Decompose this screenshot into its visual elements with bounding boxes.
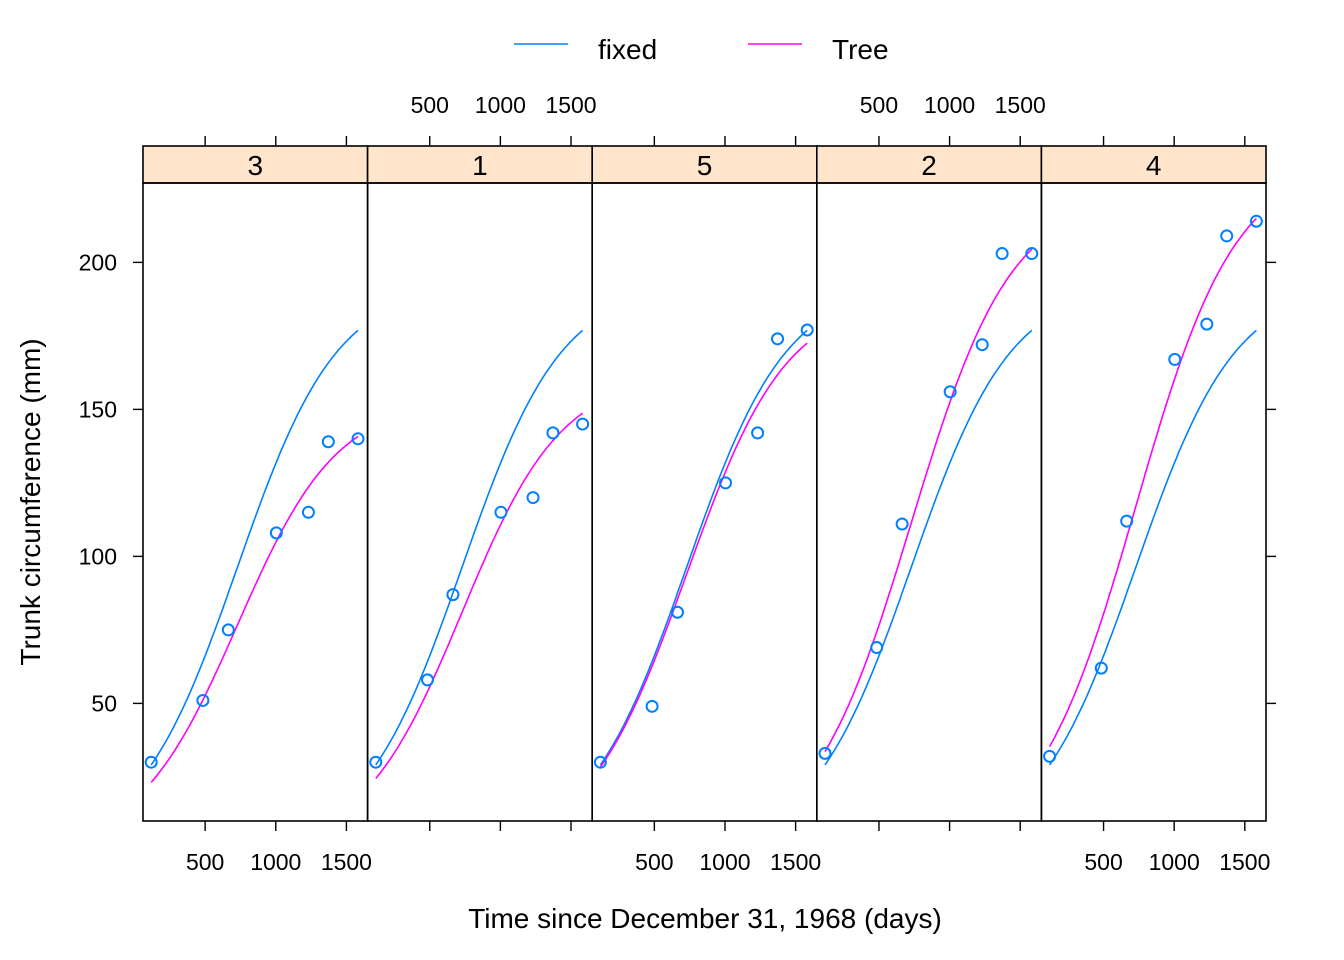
x-tick-label: 1000 — [699, 849, 750, 875]
data-point — [576, 417, 590, 431]
data-point — [645, 699, 659, 713]
y-tick-label: 150 — [79, 396, 117, 422]
panel-5: 5 — [591, 145, 818, 822]
strip-4 — [1040, 145, 1267, 184]
data-point — [671, 605, 685, 619]
fixed-fit-line — [824, 329, 1033, 766]
legend-label-tree: Tree — [832, 34, 889, 65]
x-tick-label: 1500 — [770, 849, 821, 875]
strip-label: 2 — [921, 150, 937, 181]
x-tick-label-top: 1500 — [995, 92, 1046, 118]
data-point — [420, 673, 434, 687]
x-tick-label: 500 — [1084, 849, 1122, 875]
y-axis-label: Trunk circumference (mm) — [15, 338, 46, 665]
x-tick-label: 1500 — [321, 849, 372, 875]
data-point — [1043, 749, 1057, 763]
data-point — [269, 526, 283, 540]
data-point — [446, 588, 460, 602]
panels: 3 1 5 2 4 — [142, 145, 1267, 822]
data-point — [196, 693, 210, 707]
tree-fit-line — [150, 435, 359, 783]
x-tick-label: 500 — [635, 849, 673, 875]
strip-2 — [815, 145, 1043, 184]
strip-label: 5 — [697, 150, 713, 181]
data-point — [895, 517, 909, 531]
x-tick-label: 1000 — [1149, 849, 1200, 875]
data-point — [1220, 229, 1234, 243]
strip-label: 3 — [248, 150, 264, 181]
tree-fit-line — [599, 342, 808, 768]
data-point — [526, 491, 540, 505]
panel-frame — [1040, 182, 1267, 822]
data-point — [221, 623, 235, 637]
data-point — [1249, 214, 1263, 228]
data-point — [800, 323, 814, 337]
data-point — [1200, 317, 1214, 331]
data-point — [818, 746, 832, 760]
legend-label-fixed: fixed — [598, 34, 657, 65]
x-axis-label: Time since December 31, 1968 (days) — [468, 903, 942, 934]
data-point — [351, 432, 365, 446]
strip-label: 4 — [1146, 150, 1162, 181]
data-point — [301, 505, 315, 519]
tree-fit-line — [1048, 217, 1257, 747]
x-tick-label-top: 500 — [860, 92, 898, 118]
fixed-fit-line — [1048, 329, 1257, 766]
data-point — [144, 755, 158, 769]
x-tick-label-top: 500 — [411, 92, 449, 118]
data-point — [321, 435, 335, 449]
data-point — [1025, 247, 1039, 261]
x-tick-label-top: 1500 — [545, 92, 596, 118]
data-point — [1168, 352, 1182, 366]
panel-frame — [366, 182, 594, 822]
data-point — [751, 426, 765, 440]
data-point — [719, 476, 733, 490]
panel-4: 4 — [1040, 145, 1267, 822]
x-tick-label: 1500 — [1219, 849, 1270, 875]
y-tick-label: 50 — [91, 690, 117, 716]
fixed-fit-line — [150, 329, 359, 766]
fixed-fit-line — [599, 329, 808, 766]
data-point — [870, 641, 884, 655]
legend: fixed Tree — [514, 34, 889, 65]
data-point — [975, 338, 989, 352]
y-tick-label: 200 — [79, 249, 117, 275]
panel-frame — [142, 182, 369, 822]
tree-fit-line — [375, 412, 584, 780]
data-point — [593, 755, 607, 769]
panel-2: 2 — [815, 145, 1043, 822]
data-point — [494, 505, 508, 519]
x-tick-label: 1000 — [250, 849, 301, 875]
data-point — [546, 426, 560, 440]
data-point — [943, 385, 957, 399]
strip-label: 1 — [472, 150, 488, 181]
x-tick-label-top: 1000 — [475, 92, 526, 118]
data-point — [1094, 661, 1108, 675]
data-point — [771, 332, 785, 346]
data-point — [1120, 514, 1134, 528]
x-tick-label-top: 1000 — [924, 92, 975, 118]
data-point — [369, 755, 383, 769]
panel-3: 3 — [142, 145, 369, 822]
y-tick-label: 100 — [79, 543, 117, 569]
tree-fit-line — [824, 248, 1033, 753]
x-tick-label: 500 — [186, 849, 224, 875]
fixed-fit-line — [375, 329, 584, 766]
panel-1: 1 — [366, 145, 594, 822]
data-point — [995, 247, 1009, 261]
